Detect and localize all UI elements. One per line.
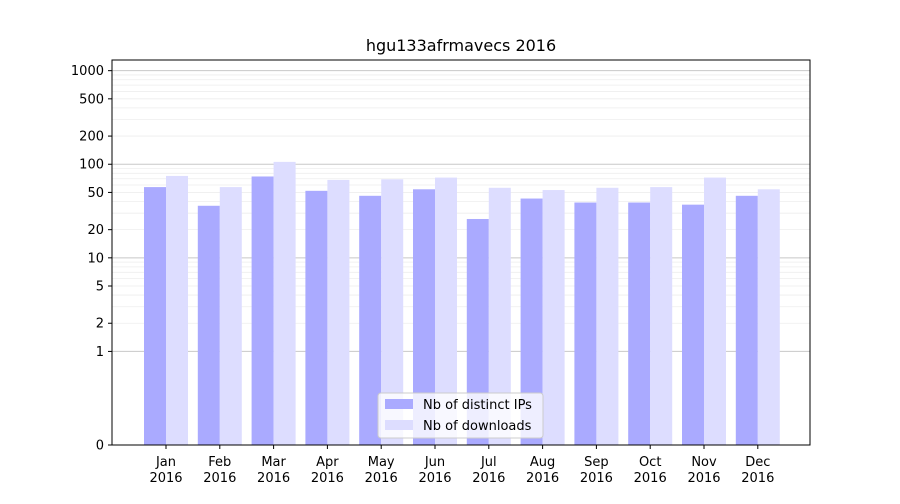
bar-distinct-ips: [520, 198, 543, 445]
x-tick-label: Oct 2016: [634, 455, 667, 486]
bar-distinct-ips: [359, 195, 382, 445]
bar-downloads: [650, 187, 673, 445]
legend-label: Nb of distinct IPs: [423, 398, 532, 413]
x-tick-label: Dec 2016: [741, 455, 774, 486]
x-tick-label: Feb 2016: [203, 455, 236, 486]
x-tick-label: Jun 2016: [418, 455, 451, 486]
x-tick-label: Jan 2016: [149, 455, 182, 486]
bar-distinct-ips: [251, 176, 274, 446]
bar-distinct-ips: [466, 218, 489, 445]
legend-label: Nb of downloads: [423, 419, 532, 434]
bar-distinct-ips: [144, 187, 166, 445]
plot-frame: [111, 59, 811, 446]
bar-downloads: [273, 161, 296, 445]
bar-distinct-ips: [682, 204, 704, 445]
y-tick-label: 100: [79, 158, 104, 173]
bar-distinct-ips: [413, 189, 435, 445]
legend-swatch: [385, 420, 413, 430]
bar-distinct-ips: [628, 202, 651, 445]
y-tick-label: 200: [79, 130, 104, 145]
x-tick-label: May 2016: [365, 455, 398, 486]
bar-distinct-ips: [574, 202, 597, 445]
x-tick-label: Mar 2016: [257, 455, 290, 486]
y-tick-label: 1: [96, 345, 104, 360]
chart-title: hgu133afrmavecs 2016: [366, 36, 556, 55]
bar-distinct-ips: [735, 195, 758, 445]
y-tick-label: 20: [87, 223, 104, 238]
y-tick-label: 50: [87, 186, 104, 201]
x-tick-label: Sep 2016: [580, 455, 613, 486]
bar-distinct-ips: [197, 205, 220, 445]
y-tick-label: 500: [79, 92, 104, 107]
bar-downloads: [381, 179, 404, 445]
bar-downloads: [757, 189, 780, 445]
y-tick-label: 0: [96, 439, 104, 454]
x-tick-label: Aug 2016: [526, 455, 559, 486]
y-tick-label: 2: [96, 317, 104, 332]
y-tick-label: 10: [87, 251, 104, 266]
bar-distinct-ips: [305, 190, 328, 445]
legend-box: [377, 392, 544, 439]
bar-downloads: [435, 177, 457, 446]
legend-swatch: [385, 399, 413, 409]
bar-downloads: [219, 187, 242, 445]
x-tick-label: Nov 2016: [687, 455, 720, 486]
bar-downloads: [542, 190, 565, 445]
bar-downloads: [327, 179, 350, 445]
y-tick-label: 1000: [71, 64, 104, 79]
bar-downloads: [166, 175, 188, 445]
y-tick-label: 5: [96, 280, 104, 295]
bar-downloads: [704, 177, 726, 446]
bar-downloads: [596, 187, 619, 445]
bar-downloads: [488, 187, 511, 445]
x-tick-label: Apr 2016: [311, 455, 344, 486]
x-tick-label: Jul 2016: [472, 455, 505, 486]
